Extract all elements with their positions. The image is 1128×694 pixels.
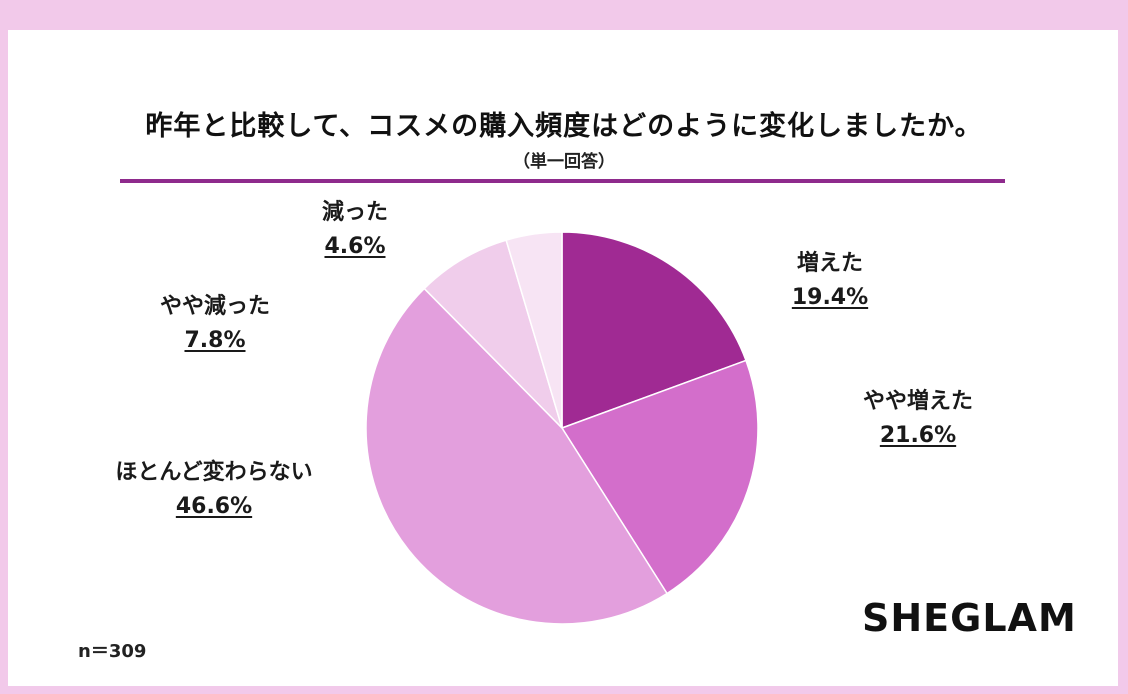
slice-label-decreased: 減った 4.6% [300, 196, 410, 264]
title-divider [120, 179, 1005, 183]
slice-name-increased: 増えた [796, 251, 863, 276]
slice-name-unchanged: ほとんど変わらない [115, 460, 313, 485]
sample-size-label: n＝309 [78, 641, 147, 662]
slice-label-slightly-increased: やや増えた 21.6% [838, 385, 998, 453]
pie-slice-increased [561, 231, 747, 430]
chart-title: 昨年と比較して、コスメの購入頻度はどのように変化しましたか。 [145, 111, 983, 142]
slice-value-slightly-increased: 21.6% [879, 423, 957, 448]
slice-name-slightly-decreased: やや減った [159, 294, 270, 319]
pie-slice-slightly-decreased [423, 239, 563, 429]
pie-slice-slightly-increased [560, 359, 759, 595]
slice-name-decreased: 減った [321, 200, 388, 225]
brand-logo: SHEGLAM [862, 596, 1077, 640]
slice-value-decreased: 4.6% [324, 234, 386, 259]
slice-value-slightly-decreased: 7.8% [184, 328, 246, 353]
chart-subtitle: （単一回答） [513, 152, 615, 172]
slice-label-unchanged: ほとんど変わらない 46.6% [82, 456, 346, 524]
pie-slice-decreased [505, 231, 563, 429]
slice-label-slightly-decreased: やや減った 7.8% [140, 290, 290, 358]
slice-value-increased: 19.4% [791, 285, 869, 310]
slice-label-increased: 増えた 19.4% [760, 247, 900, 315]
slice-name-slightly-increased: やや増えた [862, 389, 973, 414]
pie-slice-unchanged [365, 287, 669, 625]
slice-value-unchanged: 46.6% [175, 494, 253, 519]
